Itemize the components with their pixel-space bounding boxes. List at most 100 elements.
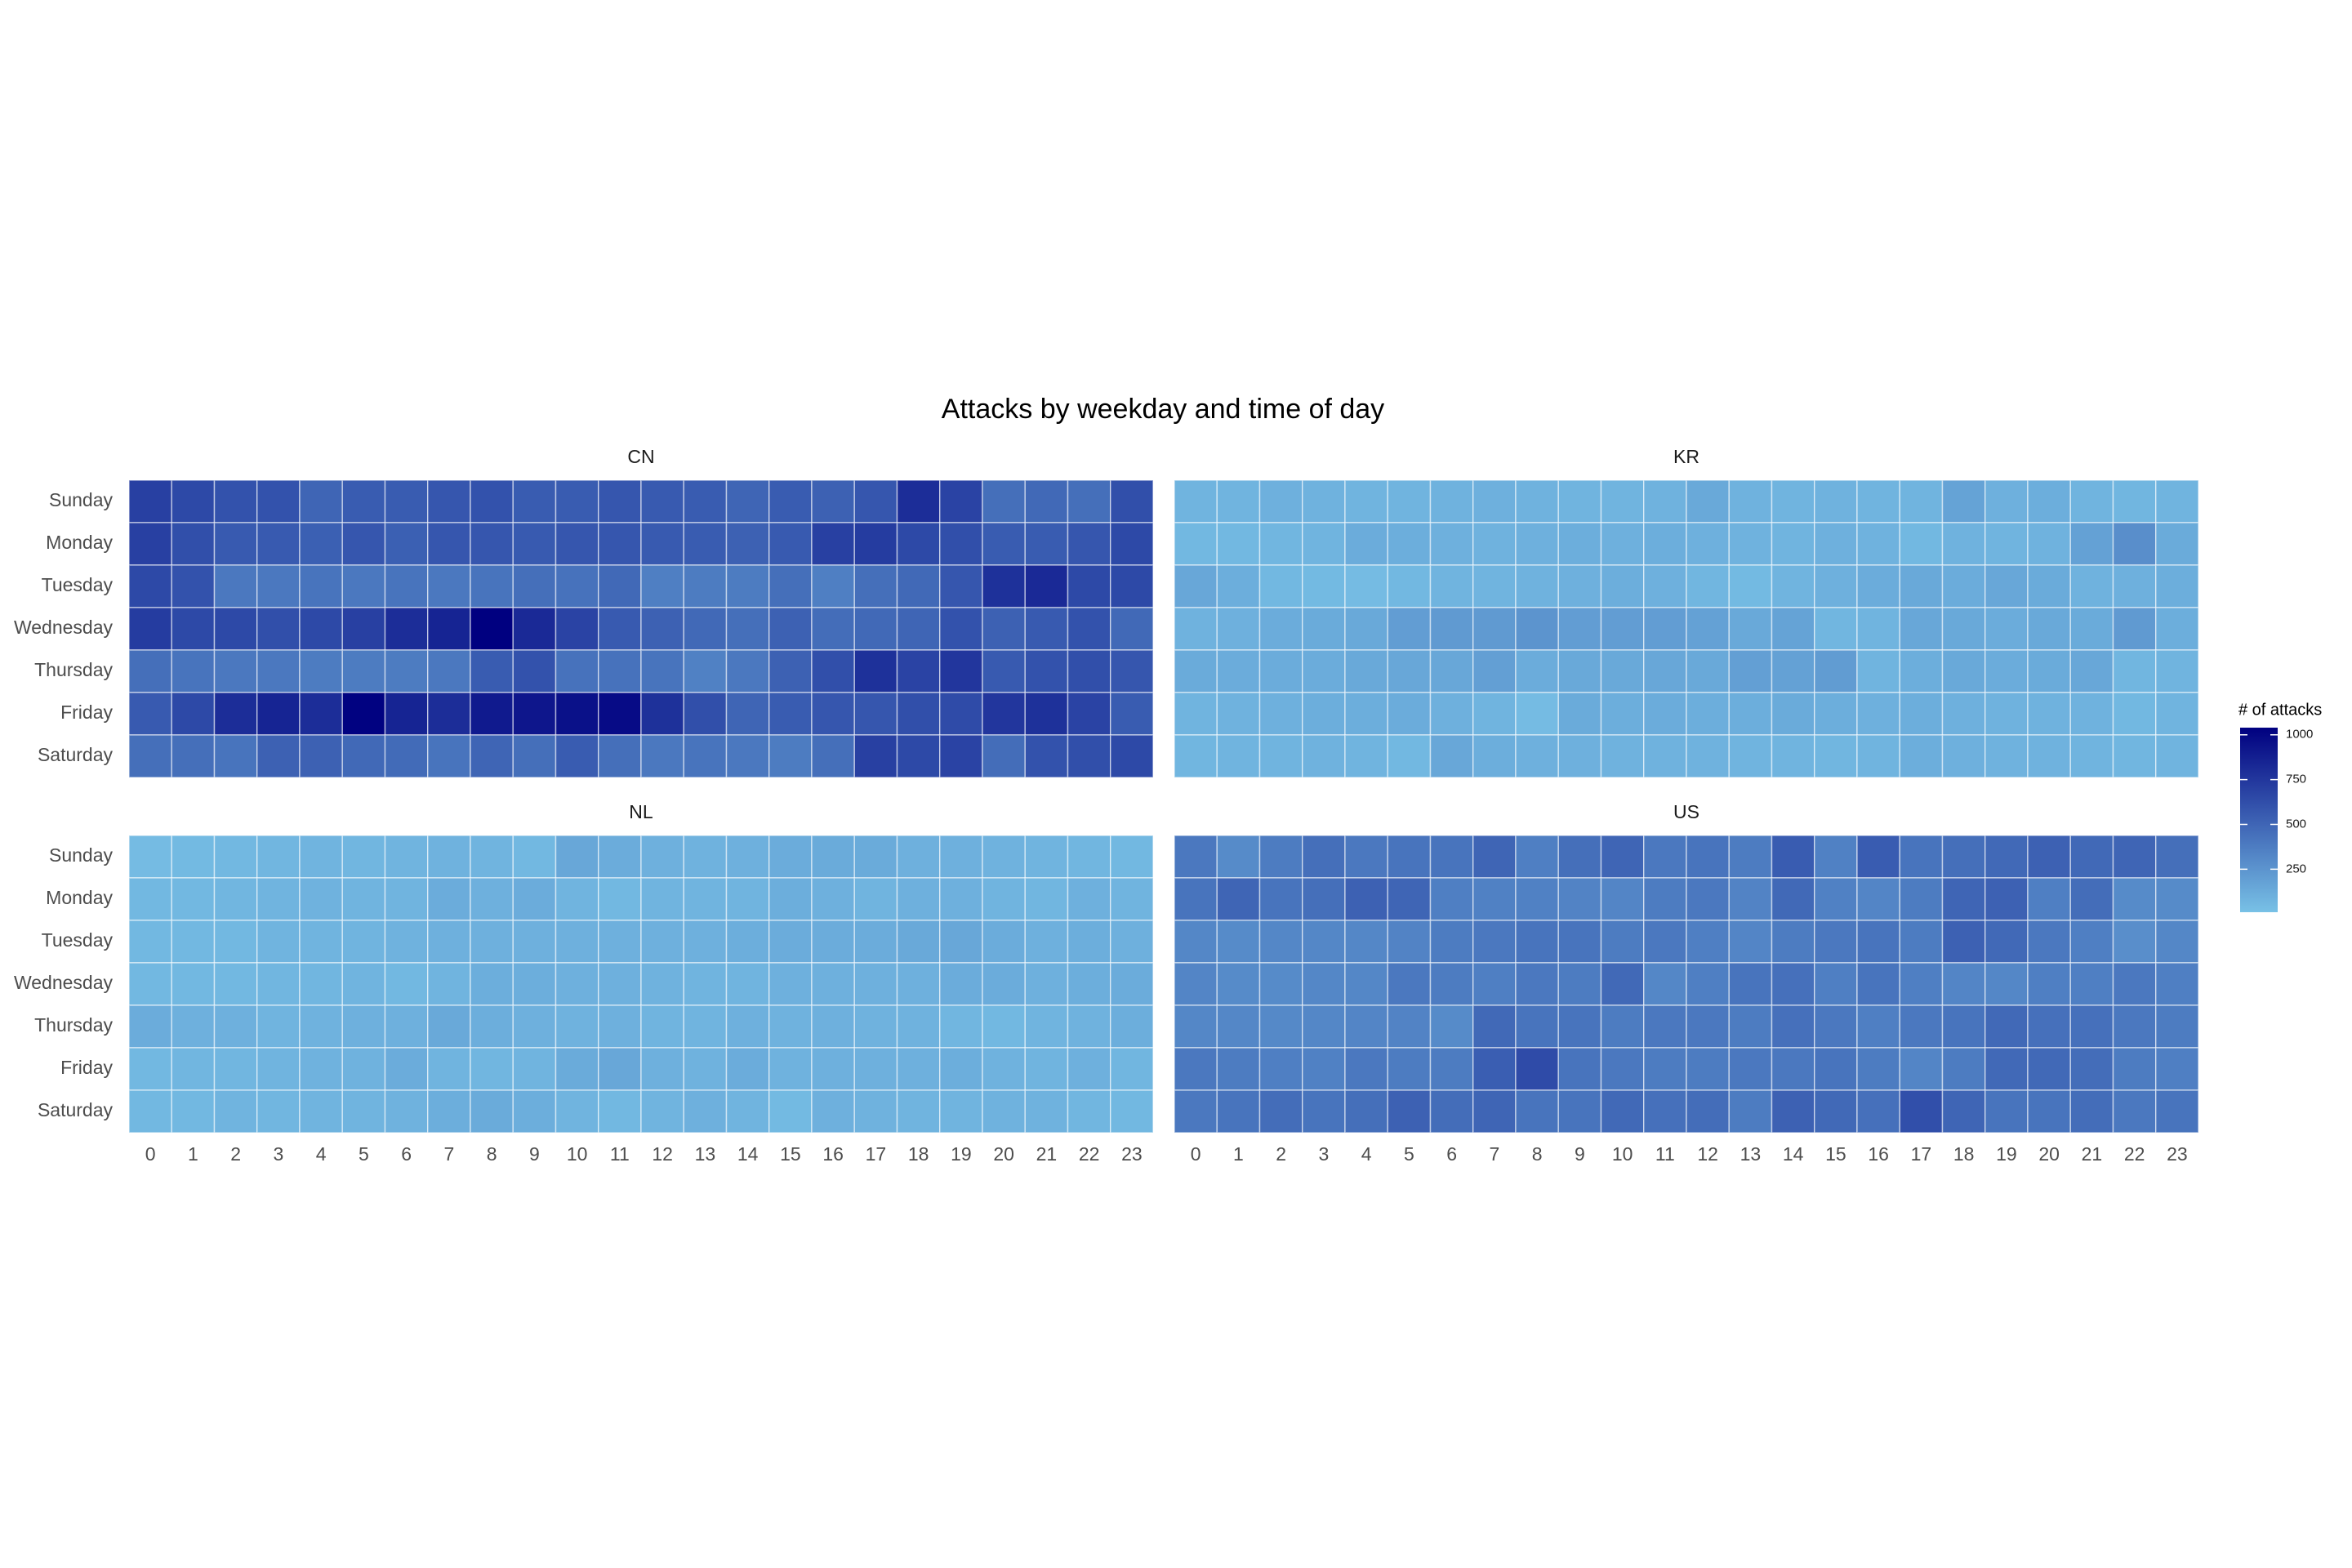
heat-cell: [640, 607, 684, 651]
heat-cell: [299, 1004, 343, 1049]
heat-cell: [1344, 1004, 1388, 1049]
heat-cell: [768, 1089, 813, 1134]
heat-cell: [1771, 564, 1815, 608]
heat-cell: [1387, 607, 1432, 651]
heat-cell: [1110, 649, 1154, 693]
heat-cell: [1344, 734, 1388, 778]
heat-cell: [2027, 607, 2071, 651]
heat-cell: [213, 692, 258, 736]
heat-cell: [853, 649, 898, 693]
heat-cell: [768, 522, 813, 566]
heat-cell: [1216, 920, 1261, 964]
x-tick-label: 21: [2082, 1143, 2103, 1165]
heat-cell: [171, 607, 216, 651]
heat-cell: [725, 962, 770, 1006]
heat-cell: [512, 734, 557, 778]
heat-cell: [1771, 649, 1815, 693]
x-tick-label: 7: [1489, 1143, 1499, 1165]
heat-cell: [1024, 1047, 1069, 1091]
heat-cell: [1387, 1089, 1432, 1134]
heat-cell: [512, 920, 557, 964]
heat-cell: [299, 479, 343, 523]
heat-cell: [1600, 962, 1645, 1006]
heat-cell: [341, 564, 386, 608]
heat-cell: [1110, 692, 1154, 736]
x-tick-label: 22: [1079, 1143, 1100, 1165]
heat-cell: [1899, 1004, 1944, 1049]
heat-cell: [1344, 877, 1388, 921]
y-tick-label: Tuesday: [42, 574, 114, 595]
heat-cell: [982, 835, 1026, 879]
heat-cell: [853, 564, 898, 608]
heat-cell: [811, 649, 855, 693]
heat-cell: [1515, 734, 1559, 778]
x-tick-label: 21: [1036, 1143, 1058, 1165]
heat-cell: [427, 522, 471, 566]
heat-cell: [1067, 649, 1111, 693]
heat-cell: [1728, 734, 1773, 778]
heat-cell: [2112, 522, 2157, 566]
heat-cell: [1216, 1004, 1261, 1049]
y-tick-label: Friday: [60, 1057, 113, 1078]
heat-cell: [725, 877, 770, 921]
heat-cell: [512, 1089, 557, 1134]
heat-cell: [896, 962, 941, 1006]
heat-cell: [1643, 522, 1687, 566]
heat-cell: [1174, 564, 1218, 608]
heat-cell: [1771, 734, 1815, 778]
heat-cell: [470, 1047, 514, 1091]
heat-cell: [1515, 877, 1559, 921]
heat-cell: [2027, 835, 2071, 879]
heat-cell: [384, 522, 429, 566]
heat-cell: [2027, 734, 2071, 778]
heat-cell: [470, 1004, 514, 1049]
heat-cell: [598, 734, 642, 778]
heat-cell: [2112, 607, 2157, 651]
heat-cell: [1686, 734, 1730, 778]
heat-cell: [1067, 607, 1111, 651]
heat-cell: [811, 1089, 855, 1134]
heat-cell: [1067, 920, 1111, 964]
heat-cell: [1024, 962, 1069, 1006]
heat-cell: [683, 920, 728, 964]
heat-cell: [725, 734, 770, 778]
heat-cell: [1387, 920, 1432, 964]
heat-cell: [2027, 1004, 2071, 1049]
x-tick-label: 0: [145, 1143, 156, 1165]
heat-cell: [939, 1089, 983, 1134]
heat-cell: [598, 564, 642, 608]
heat-cell: [939, 607, 983, 651]
heat-cell: [341, 920, 386, 964]
heat-cell: [598, 522, 642, 566]
heat-cell: [1258, 1089, 1303, 1134]
heat-cell: [299, 1089, 343, 1134]
heat-cell: [2112, 734, 2157, 778]
x-tick-label: 17: [866, 1143, 887, 1165]
heat-cell: [939, 920, 983, 964]
heat-cell: [1856, 607, 1900, 651]
x-tick-label: 16: [1868, 1143, 1889, 1165]
x-tick-label: 8: [1532, 1143, 1543, 1165]
x-tick-label: 2: [230, 1143, 241, 1165]
heat-cell: [1258, 835, 1303, 879]
heat-cell: [1429, 522, 1474, 566]
heat-cell: [1643, 649, 1687, 693]
heat-cell: [1344, 564, 1388, 608]
x-tick-label: 0: [1191, 1143, 1201, 1165]
heat-cell: [1899, 1089, 1944, 1134]
x-tick-label: 10: [1612, 1143, 1633, 1165]
heat-cell: [1728, 1089, 1773, 1134]
heat-cell: [1557, 564, 1602, 608]
heat-cell: [1771, 1089, 1815, 1134]
heat-cell: [1557, 877, 1602, 921]
heat-cell: [213, 1047, 258, 1091]
heat-cell: [1387, 1047, 1432, 1091]
heat-cell: [1984, 835, 2029, 879]
strip-label: US: [1673, 801, 1699, 822]
x-tick-label: 6: [1446, 1143, 1457, 1165]
heat-cell: [1344, 1089, 1388, 1134]
heat-cell: [896, 1004, 941, 1049]
heat-cell: [171, 1047, 216, 1091]
heat-cell: [1302, 962, 1346, 1006]
heat-cell: [171, 835, 216, 879]
